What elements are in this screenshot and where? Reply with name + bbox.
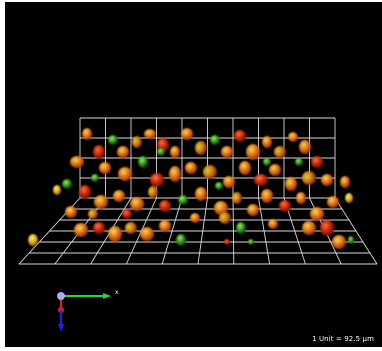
cell-blob: [320, 220, 334, 236]
orientation-axes: [57, 292, 111, 332]
cell-blob: [321, 174, 333, 186]
cell-blob: [159, 200, 171, 212]
cell-cloud: [28, 128, 354, 249]
cell-blob: [148, 186, 158, 198]
cell-blob: [203, 165, 217, 179]
cell-blob: [210, 135, 220, 145]
cell-blob: [219, 212, 231, 224]
cell-blob: [345, 193, 353, 203]
cell-blob: [108, 226, 122, 242]
cell-blob: [159, 220, 171, 232]
cell-blob: [74, 223, 88, 237]
cell-blob: [348, 236, 354, 244]
cell-blob: [88, 209, 98, 219]
cell-blob: [132, 136, 142, 148]
cell-blob: [93, 145, 105, 159]
cell-blob: [262, 136, 272, 148]
cell-blob: [108, 135, 118, 145]
cell-blob: [190, 213, 200, 223]
cell-blob: [170, 146, 180, 158]
cell-blob: [285, 177, 297, 191]
cell-blob: [144, 129, 156, 139]
cell-blob: [247, 204, 259, 216]
x-axis-arrowhead: [103, 293, 111, 299]
cell-blob: [232, 192, 242, 204]
cell-blob: [302, 171, 316, 185]
cell-blob: [157, 148, 165, 156]
cell-blob: [248, 239, 254, 245]
cell-blob: [311, 156, 323, 168]
cell-blob: [93, 222, 105, 234]
cell-blob: [296, 192, 306, 204]
cell-blob: [195, 187, 207, 201]
cell-blob: [169, 166, 181, 182]
z-axis-arrowhead: [58, 324, 64, 332]
axis-origin: [57, 292, 65, 300]
3d-viewport[interactable]: x 1 Unit = 92.5 µm: [5, 2, 382, 347]
cell-blob: [62, 179, 72, 189]
cell-blob: [239, 161, 251, 175]
cell-blob: [268, 219, 278, 229]
cell-blob: [176, 234, 186, 246]
cell-blob: [178, 195, 188, 205]
cell-blob: [65, 206, 77, 218]
cell-blob: [263, 158, 271, 166]
cell-blob: [261, 189, 273, 203]
cell-blob: [327, 196, 339, 208]
cell-blob: [246, 144, 260, 160]
cell-blob: [254, 174, 268, 186]
cell-blob: [125, 222, 137, 234]
cell-blob: [195, 141, 207, 155]
cell-blob: [299, 140, 311, 154]
cell-blob: [91, 174, 99, 182]
cell-blob: [236, 222, 246, 234]
cell-blob: [113, 190, 125, 202]
cell-blob: [138, 156, 148, 168]
cell-blob: [288, 132, 298, 142]
cell-blob: [185, 162, 197, 174]
cell-blob: [215, 182, 223, 190]
cell-blob: [310, 207, 324, 221]
x-axis-label: x: [115, 289, 119, 296]
cell-blob: [122, 209, 132, 219]
cell-blob: [221, 146, 233, 158]
cell-blob: [214, 201, 228, 215]
cell-blob: [82, 128, 92, 140]
cell-blob: [94, 195, 108, 209]
cell-blob: [28, 234, 38, 246]
cell-blob: [117, 146, 129, 158]
scale-bar-label: 1 Unit = 92.5 µm: [312, 335, 374, 343]
cell-blob: [295, 158, 303, 166]
cell-blob: [53, 185, 61, 195]
cell-blob: [274, 146, 286, 158]
cell-blob: [340, 176, 350, 188]
cell-blob: [99, 162, 111, 174]
cell-blob: [223, 176, 235, 188]
cell-blob: [269, 164, 281, 176]
cell-blob: [150, 173, 164, 187]
cell-blob: [130, 197, 144, 211]
cell-blob: [234, 130, 246, 142]
cell-blob: [140, 227, 154, 241]
cell-blob: [181, 128, 193, 140]
cell-blob: [332, 235, 346, 249]
cell-blob: [79, 185, 91, 199]
cell-blob: [279, 200, 291, 212]
cell-blob: [70, 156, 84, 168]
cell-blob: [118, 167, 132, 181]
cell-blob: [302, 221, 316, 235]
cell-blob: [224, 239, 230, 245]
volume-render-scene: [18, 117, 378, 332]
